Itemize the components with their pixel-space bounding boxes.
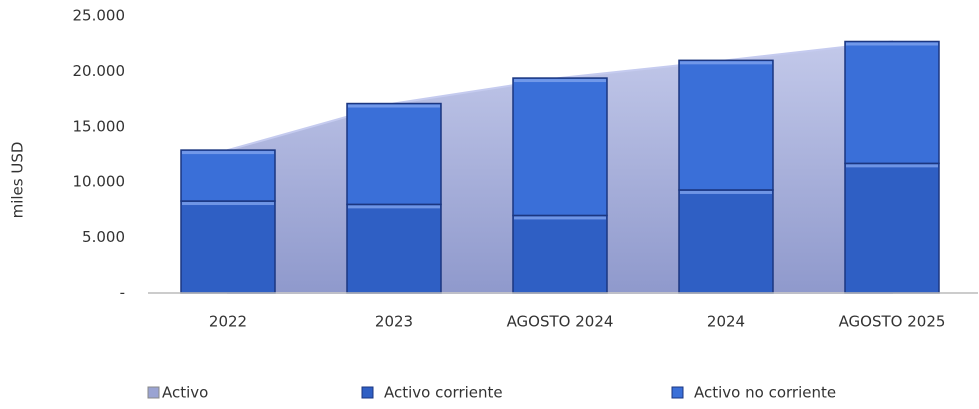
y-tick-label: 20.000 [73, 62, 126, 80]
x-tick-label: 2024 [707, 313, 745, 331]
x-tick-label: 2022 [209, 313, 247, 331]
y-tick-label: 10.000 [73, 173, 126, 191]
bar-highlight [680, 61, 772, 65]
bar-highlight [182, 151, 274, 155]
y-tick-label: 25.000 [73, 7, 126, 25]
x-tick-label: AGOSTO 2024 [507, 313, 614, 331]
x-tick-label: AGOSTO 2025 [839, 313, 946, 331]
bar-segment [512, 214, 608, 294]
legend-swatch [361, 386, 374, 399]
legend-swatch [671, 386, 684, 399]
bar-segment [678, 59, 774, 191]
bar-highlight [514, 79, 606, 83]
bar-segment [346, 102, 442, 206]
bar-segment [180, 149, 276, 202]
bar-highlight [348, 104, 440, 108]
bar-highlight [680, 190, 772, 194]
legend-label: Activo no corriente [694, 384, 836, 402]
bar-highlight [846, 164, 938, 168]
x-tick-label: 2023 [375, 313, 413, 331]
bar-segment [844, 162, 940, 294]
bar-highlight [348, 205, 440, 209]
y-tick-label: - [120, 284, 125, 302]
bar-segment [844, 40, 940, 165]
bar-highlight [846, 42, 938, 46]
y-tick-label: 5.000 [82, 228, 125, 246]
legend-label: Activo [162, 384, 208, 402]
y-axis-label: miles USD [9, 142, 27, 219]
bar-segment [678, 189, 774, 294]
bar-highlight [514, 216, 606, 220]
bar-highlight [182, 202, 274, 206]
legend-swatch [147, 386, 160, 399]
legend-label: Activo corriente [384, 384, 503, 402]
y-tick-label: 15.000 [73, 117, 126, 135]
bar-segment [180, 200, 276, 294]
bar-segment [346, 203, 442, 294]
bar-segment [512, 77, 608, 217]
